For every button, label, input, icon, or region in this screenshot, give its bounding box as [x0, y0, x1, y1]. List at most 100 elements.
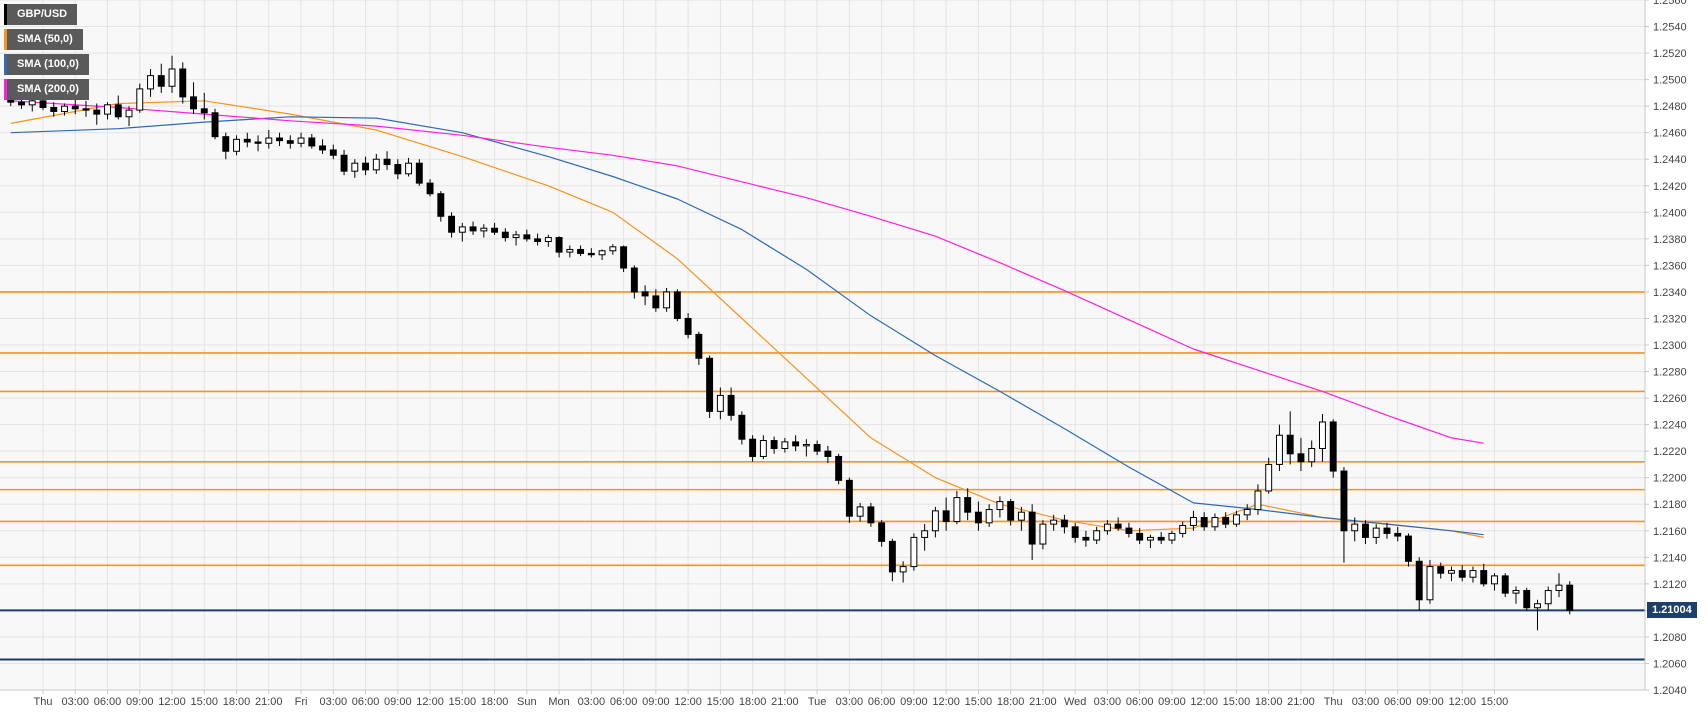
- candle-body: [1039, 523, 1047, 545]
- y-tick-label: 1.2240: [1653, 420, 1687, 432]
- candle-body: [265, 137, 273, 144]
- candle-body: [276, 137, 283, 142]
- legend-item-gbpusd[interactable]: GBP/USD: [4, 4, 78, 25]
- candle-body: [1415, 560, 1423, 601]
- candle: [641, 285, 649, 306]
- candle: [501, 228, 509, 242]
- candle-body: [1426, 566, 1434, 601]
- candle-body: [512, 234, 520, 239]
- candle-body: [362, 162, 370, 171]
- x-tick-label: 06:00: [868, 696, 896, 708]
- candle-body: [738, 414, 746, 440]
- candle-body: [157, 75, 165, 87]
- y-tick-label: 1.2220: [1653, 446, 1687, 458]
- candle-body: [1254, 490, 1262, 511]
- x-tick-label: 12:00: [674, 696, 702, 708]
- candle-body: [18, 101, 25, 106]
- x-tick-label: 18:00: [1255, 696, 1283, 708]
- legend-item-sma200[interactable]: SMA (200,0): [4, 79, 89, 100]
- x-tick-label: 03:00: [578, 696, 606, 708]
- candle-body: [921, 530, 929, 538]
- candle-body: [415, 162, 423, 184]
- candle: [329, 144, 337, 160]
- current-price-label: 1.21004: [1652, 603, 1692, 616]
- horizontal-levels: [0, 291, 1645, 661]
- candle-body: [286, 140, 294, 144]
- candle-body: [1318, 421, 1326, 450]
- candle-body: [491, 227, 499, 233]
- candle-body: [125, 109, 133, 118]
- candle-body: [878, 522, 886, 542]
- candle: [1297, 437, 1305, 472]
- candle-body: [1544, 589, 1552, 605]
- candle: [652, 289, 660, 312]
- candle-body: [1372, 527, 1380, 538]
- candle-body: [501, 231, 509, 239]
- x-tick-label: 21:00: [771, 696, 799, 708]
- candle: [50, 102, 58, 117]
- candle: [1448, 566, 1455, 582]
- candle-body: [684, 317, 692, 335]
- candle: [1232, 510, 1240, 527]
- y-tick-label: 1.2060: [1653, 658, 1687, 670]
- candle: [824, 445, 832, 464]
- candle-body: [1448, 570, 1455, 574]
- x-tick-label: 15:00: [191, 696, 219, 708]
- candle-body: [663, 291, 671, 309]
- candle-body: [716, 394, 724, 412]
- candle: [1308, 440, 1316, 468]
- candle-body: [1501, 575, 1509, 594]
- legend-label-sma100: SMA (100,0): [17, 58, 79, 70]
- candle: [1275, 424, 1283, 472]
- candle-body: [770, 440, 778, 449]
- candle-body: [222, 136, 230, 152]
- candle: [211, 108, 219, 140]
- candle: [1340, 467, 1348, 563]
- candle-body: [61, 105, 68, 112]
- candle-body: [1211, 517, 1219, 528]
- candle: [147, 69, 154, 97]
- x-tick-label: 15:00: [449, 696, 477, 708]
- candle: [781, 437, 789, 453]
- candle-body: [254, 141, 262, 144]
- candle-body: [544, 237, 552, 242]
- candle: [190, 82, 197, 115]
- candle: [942, 497, 950, 531]
- candle: [125, 106, 133, 127]
- y-tick-label: 1.2280: [1653, 367, 1687, 379]
- candle: [749, 435, 757, 462]
- candle-body: [1491, 575, 1498, 585]
- candle-body: [1480, 570, 1488, 585]
- candle-body: [899, 566, 907, 573]
- candle-body: [781, 441, 789, 450]
- candle: [1394, 526, 1402, 542]
- candle: [1415, 557, 1423, 611]
- candle: [265, 130, 273, 149]
- candle-body: [168, 68, 176, 87]
- candle: [921, 524, 929, 551]
- candle-body: [974, 511, 982, 524]
- candle-body: [426, 182, 434, 195]
- candle: [437, 191, 445, 222]
- y-tick-label: 1.2080: [1653, 632, 1687, 644]
- candle-body: [1297, 453, 1305, 463]
- candle: [1469, 566, 1477, 583]
- candle: [1060, 514, 1068, 534]
- candle: [684, 313, 692, 339]
- candle: [512, 230, 520, 246]
- x-tick-labels: Thu 03:00 06:00 09:00 12:00 15:00 18:00 21:00 Fr…: [34, 690, 1508, 708]
- candle: [1211, 513, 1219, 531]
- candle-body: [394, 164, 402, 175]
- candle-body: [706, 357, 714, 412]
- candle: [1383, 522, 1391, 539]
- x-tick-label: 03:00: [61, 696, 89, 708]
- candle-body: [1007, 501, 1015, 521]
- candle-body: [28, 100, 36, 106]
- candle-body: [1512, 589, 1520, 594]
- legend-item-sma50[interactable]: SMA (50,0): [4, 29, 83, 50]
- candle-body: [964, 497, 972, 513]
- legend-item-sma100[interactable]: SMA (100,0): [4, 54, 89, 75]
- y-tick-label: 1.2460: [1653, 128, 1687, 140]
- y-tick-label: 1.2560: [1653, 0, 1687, 7]
